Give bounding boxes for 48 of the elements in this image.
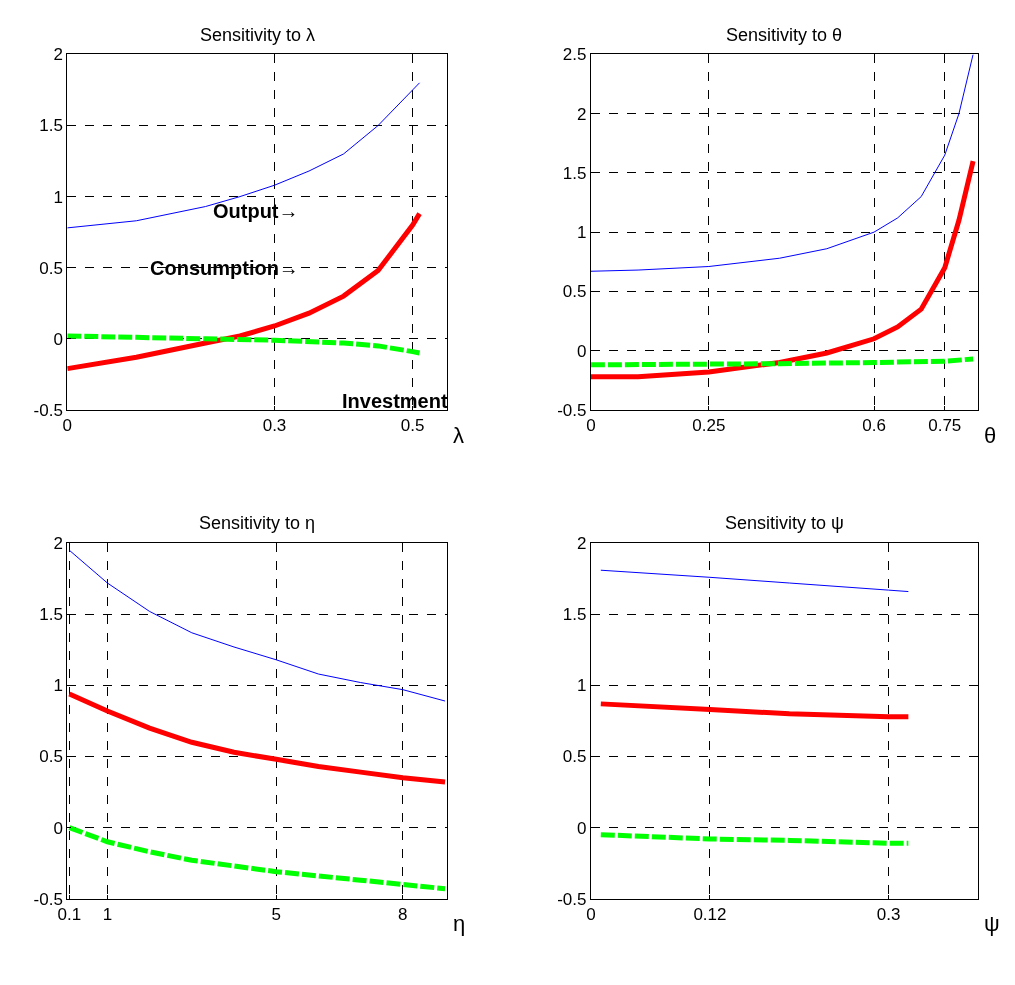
y-tick-label: 2	[577, 534, 587, 554]
chart-title: Sensitivity to η	[199, 513, 316, 533]
y-tick-label: 1	[577, 223, 587, 243]
y-tick-label: 1.5	[39, 116, 63, 136]
x-tick-label: 5	[271, 905, 281, 925]
line-series	[590, 54, 974, 272]
chart-title: Sensitivity to ψ	[725, 513, 844, 533]
chart-title: Sensitivity to θ	[726, 25, 843, 45]
x-axis-title: η	[453, 911, 466, 936]
y-tick-label: 0	[53, 329, 63, 349]
y-tick-label: 1.5	[562, 163, 587, 183]
series-label: Output→	[213, 200, 299, 222]
x-axis-title: ψ	[984, 911, 1000, 936]
y-tick-label: 0	[53, 818, 63, 838]
y-tick-label: 0.5	[39, 747, 63, 767]
x-axis-title: θ	[984, 423, 997, 448]
y-tick-label: 1	[577, 676, 587, 696]
x-tick-label: 1	[102, 905, 113, 925]
line-series	[67, 82, 421, 229]
y-tick-label: 0.5	[562, 747, 587, 767]
x-tick-label: 8	[398, 905, 408, 925]
y-tick-label: 2.5	[562, 45, 587, 65]
chart-title: Sensitivity to λ	[200, 25, 316, 45]
y-tick-label: 1.5	[39, 605, 63, 625]
y-tick-label: 1.5	[562, 605, 587, 625]
y-tick-label: 0	[577, 341, 587, 361]
x-tick-label: 0.3	[876, 905, 901, 925]
x-axis-title: λ	[453, 423, 464, 448]
y-tick-label: 0.5	[562, 282, 587, 302]
line-series	[600, 569, 909, 593]
x-tick-label: 0.5	[400, 416, 425, 436]
y-tick-label: 2	[53, 534, 63, 554]
x-tick-label: 0.12	[693, 905, 727, 925]
y-tick-label: 2	[53, 45, 63, 65]
y-tick-label: -0.5	[557, 889, 587, 909]
line-series	[68, 549, 446, 702]
y-tick-label: 2	[577, 104, 587, 124]
y-tick-label: 1	[53, 187, 63, 207]
x-tick-label: 0.25	[692, 416, 726, 436]
y-tick-label: -0.5	[557, 400, 587, 420]
y-tick-label: -0.5	[33, 400, 63, 420]
x-tick-label: 0.75	[928, 416, 962, 436]
x-tick-label: 0.3	[262, 416, 287, 436]
series-label: Consumption→	[150, 257, 299, 279]
y-tick-label: 0.5	[39, 258, 63, 278]
x-tick-label: 0.6	[862, 416, 886, 436]
y-tick-label: 1	[53, 676, 63, 696]
y-tick-label: 0	[577, 818, 587, 838]
